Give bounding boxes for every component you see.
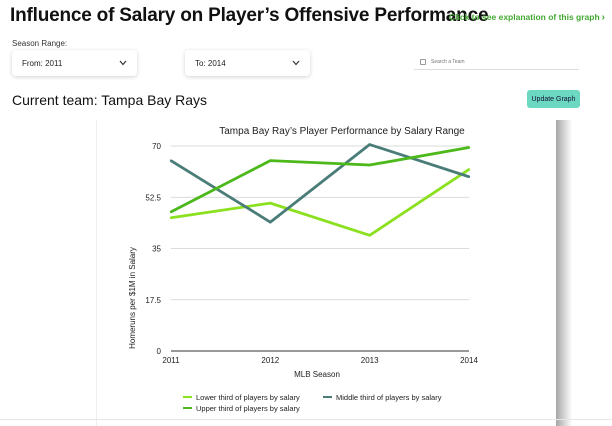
chevron-right-icon[interactable]: › [601, 12, 606, 23]
chart-series [169, 143, 471, 237]
legend-label-middle: Middle third of players by salary [336, 393, 442, 402]
season-from-select[interactable]: From: 2011 [12, 50, 137, 76]
series-point-middle [169, 159, 173, 162]
team-search[interactable] [414, 55, 579, 70]
series-point-middle [269, 220, 272, 224]
series-point-upper [269, 159, 272, 162]
season-to-value: To: 2014 [195, 58, 226, 68]
legend-label-lower: Lower third of players by salary [196, 393, 300, 402]
series-point-lower [269, 201, 272, 205]
update-graph-button[interactable]: Update Graph [527, 90, 580, 108]
season-to-select[interactable]: To: 2014 [185, 50, 310, 76]
y-axis-ticks: 0 17.5 35 52.5 70 [145, 142, 161, 356]
chart-card-shadow [556, 120, 572, 426]
series-point-lower [467, 168, 471, 171]
y-tick-label: 35 [152, 245, 161, 254]
x-tick-label: 2014 [460, 356, 478, 365]
series-line-lower [170, 168, 470, 237]
divider [0, 419, 612, 420]
y-tick-label: 52.5 [145, 193, 161, 202]
chevron-down-icon [292, 60, 300, 66]
series-point-middle [368, 143, 371, 146]
chart-legend: Lower third of players by salary Middle t… [183, 393, 442, 413]
y-tick-label: 70 [152, 142, 161, 151]
page-title: Influence of Salary on Player’s Offensiv… [10, 5, 489, 26]
x-tick-label: 2012 [261, 356, 279, 365]
series-point-upper [467, 146, 471, 149]
x-tick-label: 2013 [361, 356, 379, 365]
explanation-link-label[interactable]: Click to see explanation of this graph [449, 12, 600, 22]
series-line-middle [170, 143, 470, 224]
series-line-upper [170, 146, 470, 214]
explanation-link[interactable]: Click to see explanation of this graph › [449, 12, 605, 23]
series-point-lower [368, 234, 371, 237]
season-from-value: From: 2011 [22, 58, 63, 68]
series-point-upper [169, 210, 173, 214]
legend-label-upper: Upper third of players by salary [196, 404, 300, 413]
line-chart: Tampa Bay Ray’s Player Performance by Sa… [128, 126, 478, 413]
x-tick-label: 2011 [162, 356, 180, 365]
x-axis-label: MLB Season [294, 370, 340, 379]
search-icon [420, 59, 426, 65]
season-range-label: Season Range: [12, 39, 68, 48]
chart-card: Tampa Bay Ray’s Player Performance by Sa… [96, 120, 558, 426]
chevron-down-icon [119, 60, 127, 66]
current-team-label: Current team: Tampa Bay Rays [12, 92, 208, 108]
team-search-input[interactable] [431, 59, 561, 65]
x-axis-ticks: 2011 2012 2013 2014 [162, 356, 478, 365]
y-tick-label: 0 [157, 347, 162, 356]
y-tick-label: 17.5 [145, 296, 161, 305]
series-point-middle [467, 175, 471, 178]
y-axis-label: Homeruns per $1M in Salary [128, 247, 137, 349]
chart-grid [171, 145, 469, 352]
series-point-upper [368, 163, 371, 167]
chart-title: Tampa Bay Ray’s Player Performance by Sa… [219, 126, 465, 137]
series-point-lower [169, 216, 173, 219]
